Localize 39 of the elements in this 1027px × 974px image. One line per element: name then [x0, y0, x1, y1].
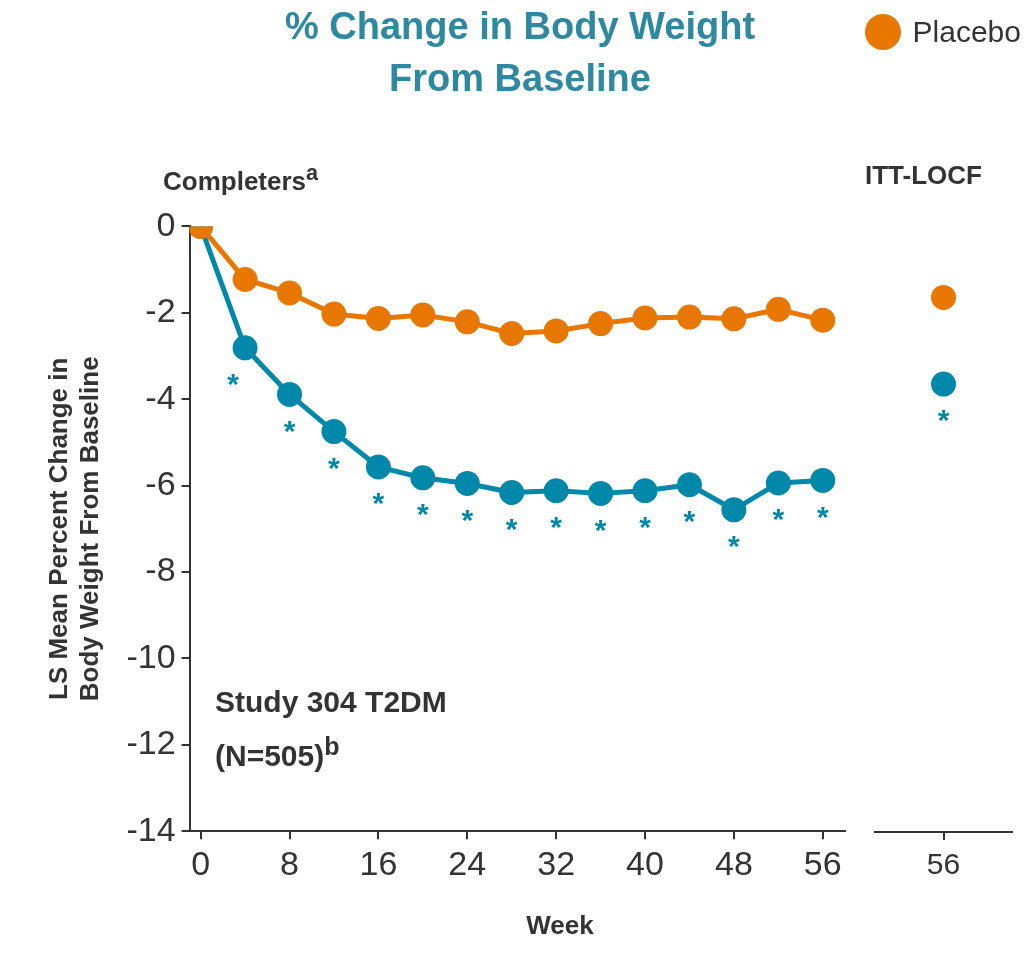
y-tick-label: -2 [145, 291, 176, 330]
x-tick-label: 24 [448, 843, 487, 882]
y-tick-label: -14 [126, 809, 176, 848]
annotation: * [772, 502, 785, 536]
annotation: * [283, 413, 296, 447]
annotation: * [461, 502, 474, 536]
annotation: * [328, 450, 341, 484]
annotation: * [227, 367, 240, 401]
annotation: * [816, 499, 829, 533]
x-tick-label: 32 [537, 843, 576, 882]
y-axis-title: LS Mean Percent Change in Body Weight From Baseline [42, 356, 104, 702]
y-tick-label: -8 [145, 550, 176, 589]
chart-subtitle: ITT-LOCF [865, 160, 982, 191]
x-tick-label: 56 [803, 843, 842, 882]
annotation: * [372, 486, 385, 520]
annotation: * [594, 512, 607, 546]
annotation: * [417, 497, 429, 531]
annotation: * [683, 504, 696, 537]
x-tick-label: 8 [280, 843, 299, 882]
y-tick-label: -10 [126, 636, 176, 675]
x-tick-label: 16 [359, 843, 398, 882]
y-tick-label: -12 [126, 723, 176, 762]
annotation: * [550, 510, 563, 544]
chart-subtitle: Completers$^{a}$ [163, 160, 319, 197]
y-tick-label: -4 [145, 377, 176, 416]
legend-label: Placebo [912, 15, 1021, 49]
x-tick-label: 0 [191, 843, 211, 882]
x-tick-label: 48 [714, 843, 753, 882]
chart-title: % Change in Body Weight From Baseline [283, 4, 757, 101]
x-axis-title: Week [525, 910, 595, 941]
x-tick-label: 56 [926, 847, 961, 881]
annotation: * [937, 403, 950, 437]
y-tick-label: -6 [145, 463, 176, 502]
annotation: * [639, 510, 652, 544]
annotation: * [505, 511, 518, 545]
annotation: * [728, 529, 741, 563]
x-tick-label: 40 [626, 843, 664, 882]
annotation: Study 304 T2DM (N=505)$^{b}$ [215, 684, 448, 774]
y-tick-label: 0 [156, 204, 176, 243]
